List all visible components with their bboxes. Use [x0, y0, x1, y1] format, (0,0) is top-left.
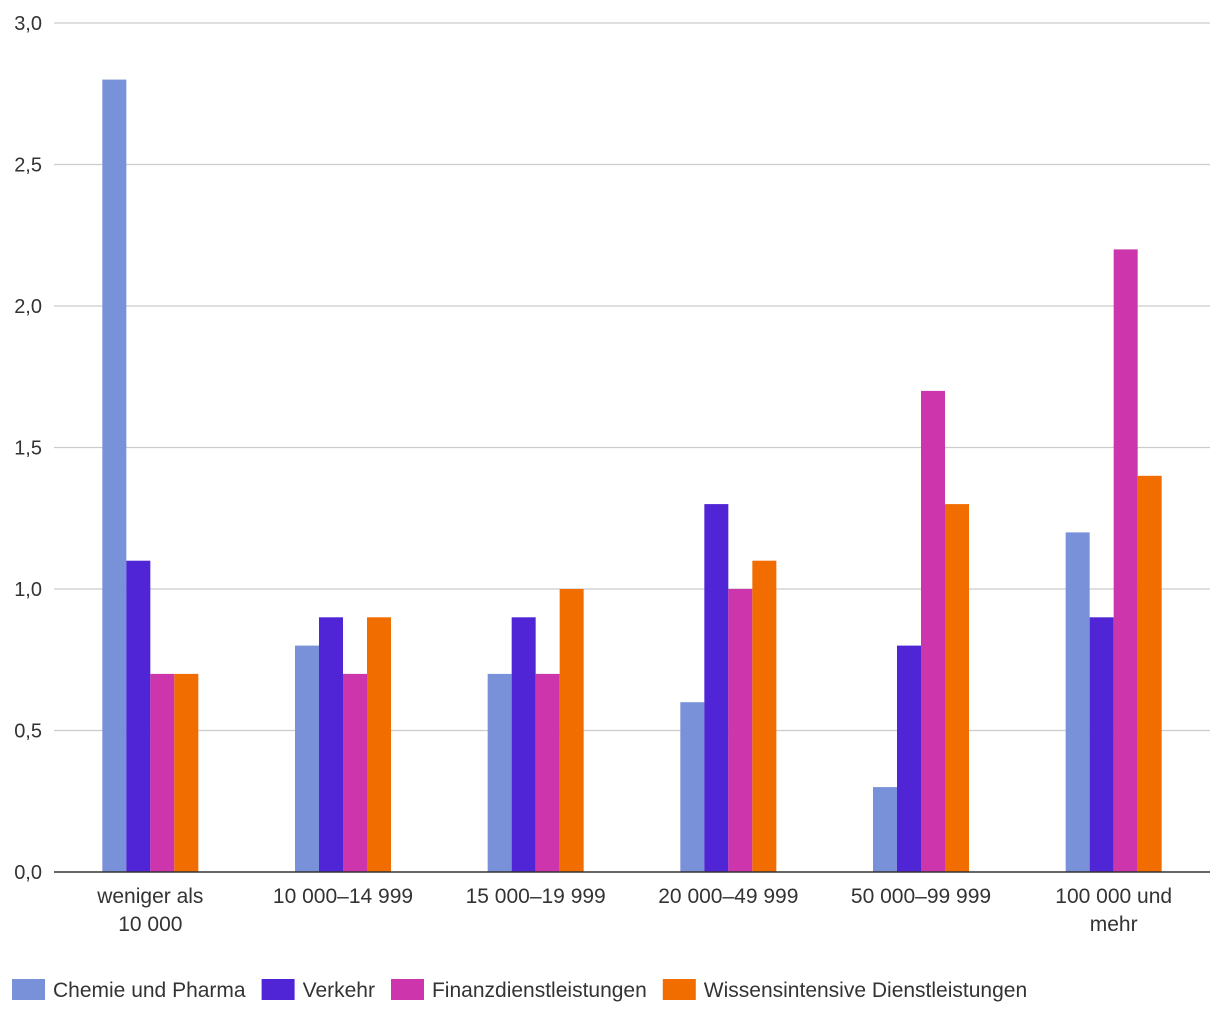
bar [728, 589, 753, 872]
bar [343, 673, 367, 872]
legend-label: Chemie und Pharma [53, 979, 246, 1002]
bar [1137, 475, 1162, 872]
legend-swatch [261, 979, 295, 1000]
bar [319, 617, 343, 872]
category-label: 100 000 und [1055, 885, 1172, 908]
y-tick-label: 1,5 [14, 438, 42, 460]
bar [1089, 617, 1114, 872]
bar [1113, 249, 1138, 872]
bar [150, 673, 175, 872]
bar [174, 673, 199, 872]
y-tick-label: 2,0 [14, 296, 42, 318]
bars [102, 79, 1162, 873]
category-label: 50 000–99 999 [851, 885, 991, 908]
bar [126, 560, 151, 872]
bar [1065, 532, 1090, 872]
gridlines [54, 22, 1210, 732]
bar [535, 673, 560, 872]
category-label: weniger als [96, 885, 203, 908]
bar [102, 79, 127, 873]
y-axis-ticks: 0,0 0,5 1,0 1,5 2,0 2,5 3,0 [14, 13, 42, 884]
y-tick-label: 0,5 [14, 721, 42, 743]
category-label: 10 000–14 999 [273, 885, 413, 908]
bar [295, 645, 319, 872]
legend-swatch [662, 979, 696, 1000]
legend-label: Verkehr [303, 979, 375, 1002]
x-axis-categories: weniger als 10 000 10 000–14 999 15 000–19 … [96, 885, 1172, 936]
y-tick-label: 3,0 [14, 13, 42, 35]
bar [921, 390, 945, 872]
bar [680, 702, 705, 872]
bar [873, 787, 897, 872]
category-label: 10 000 [118, 913, 182, 936]
legend-label: Wissensintensive Dienstleistungen [704, 979, 1027, 1002]
category-label: 15 000–19 999 [466, 885, 606, 908]
bar [704, 504, 729, 872]
legend-swatch [390, 979, 424, 1000]
legend-swatch [12, 979, 45, 1000]
bar [752, 560, 777, 872]
y-tick-label: 2,5 [14, 155, 42, 177]
bar [511, 617, 536, 872]
bar [945, 504, 969, 872]
category-label: 20 000–49 999 [658, 885, 798, 908]
bar [367, 617, 391, 872]
bar [559, 589, 584, 872]
category-label: mehr [1090, 913, 1138, 936]
legend-label: Finanzdienstleistungen [432, 979, 647, 1002]
y-tick-label: 0,0 [14, 862, 42, 884]
bar [487, 673, 512, 872]
legend: Chemie und Pharma Verkehr Finanzdienstleis… [12, 979, 1027, 1002]
bar [897, 645, 921, 872]
y-tick-label: 1,0 [14, 579, 42, 601]
